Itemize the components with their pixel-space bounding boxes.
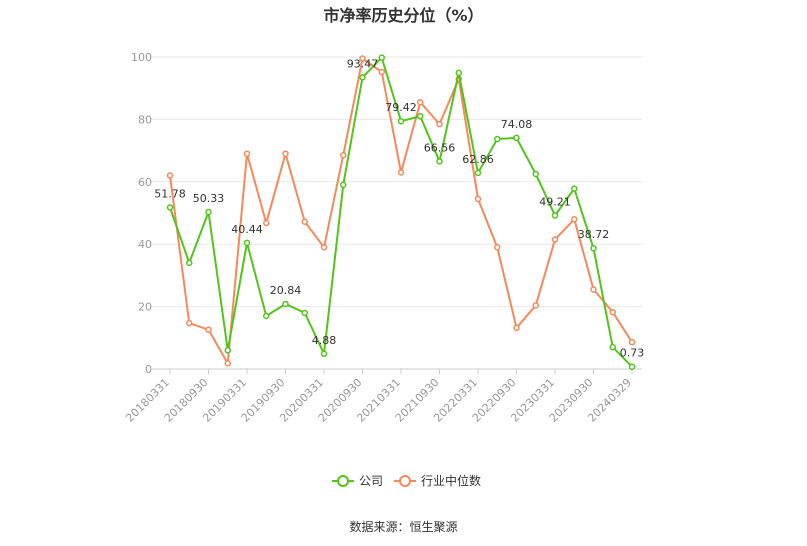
data-point bbox=[590, 286, 597, 293]
y-tick-label: 100 bbox=[131, 51, 152, 64]
data-point bbox=[205, 208, 212, 216]
data-point bbox=[436, 158, 443, 165]
data-point bbox=[397, 117, 405, 125]
data-point bbox=[609, 343, 616, 351]
chart-title: 市净率历史分位（%） bbox=[323, 6, 484, 25]
data-point bbox=[224, 360, 231, 367]
data-point bbox=[532, 170, 539, 178]
data-point bbox=[359, 55, 366, 62]
data-point bbox=[628, 363, 636, 370]
data-point bbox=[590, 244, 597, 252]
data-label: 74.08 bbox=[501, 118, 533, 131]
data-point bbox=[571, 185, 578, 192]
data-point bbox=[301, 218, 308, 225]
data-label: 51.78 bbox=[154, 187, 186, 200]
data-point bbox=[320, 350, 328, 358]
data-point bbox=[513, 324, 520, 332]
data-point bbox=[243, 239, 251, 247]
data-point bbox=[455, 69, 462, 77]
legend: 公司 行业中位数 bbox=[332, 473, 481, 488]
y-tick-label: 40 bbox=[138, 238, 152, 251]
data-point bbox=[263, 219, 270, 227]
data-point bbox=[417, 113, 424, 120]
data-point bbox=[551, 236, 559, 243]
data-label: 62.86 bbox=[462, 153, 494, 166]
data-point bbox=[320, 244, 328, 251]
data-point bbox=[301, 309, 308, 317]
data-labels: 51.78 50.33 40.44 20.84 4.88 93.47 79.42 66.56 6… bbox=[154, 57, 644, 359]
data-point bbox=[166, 204, 174, 211]
y-tick-label: 20 bbox=[138, 301, 152, 314]
data-label: 20.84 bbox=[270, 284, 302, 297]
data-point bbox=[186, 319, 193, 327]
data-point bbox=[551, 212, 559, 219]
data-point bbox=[359, 74, 366, 81]
data-label: 79.42 bbox=[385, 101, 417, 114]
data-point bbox=[532, 302, 539, 309]
legend-marker-icon bbox=[337, 475, 349, 487]
data-point bbox=[243, 150, 251, 157]
data-label: 93.47 bbox=[347, 57, 379, 70]
data-point bbox=[494, 135, 501, 143]
series-lines bbox=[166, 54, 636, 370]
data-label: 66.56 bbox=[424, 141, 456, 154]
data-point bbox=[282, 150, 289, 157]
data-label: 40.44 bbox=[231, 223, 263, 236]
data-point bbox=[571, 215, 578, 223]
data-label: 4.88 bbox=[312, 334, 337, 347]
data-point bbox=[340, 181, 347, 189]
legend-marker-icon bbox=[399, 475, 411, 487]
data-point bbox=[205, 326, 212, 333]
legend-label: 公司 bbox=[359, 474, 383, 488]
data-point bbox=[474, 169, 482, 177]
data-point bbox=[263, 312, 270, 320]
data-point bbox=[628, 338, 636, 346]
data-point bbox=[436, 120, 443, 128]
grid-lines bbox=[150, 56, 642, 308]
data-point bbox=[417, 98, 424, 106]
data-point bbox=[378, 54, 385, 61]
data-point bbox=[224, 347, 231, 354]
data-point bbox=[340, 152, 347, 159]
data-point bbox=[494, 244, 501, 251]
data-point bbox=[513, 134, 520, 142]
source-text: 数据来源：恒生聚源 bbox=[349, 520, 458, 534]
data-label: 0.73 bbox=[620, 347, 645, 360]
legend-label: 行业中位数 bbox=[421, 473, 481, 488]
data-point bbox=[166, 172, 174, 179]
y-tick-label: 60 bbox=[138, 176, 152, 189]
axes: 0204060801002018033120180930201903312019… bbox=[123, 51, 642, 425]
y-tick-label: 0 bbox=[145, 363, 152, 376]
data-point bbox=[397, 169, 405, 176]
data-label: 49.21 bbox=[539, 195, 571, 208]
data-label: 38.72 bbox=[578, 228, 610, 241]
data-point bbox=[282, 300, 289, 308]
y-tick-label: 80 bbox=[138, 113, 152, 126]
data-point bbox=[186, 259, 193, 267]
data-point bbox=[609, 308, 616, 316]
data-label: 50.33 bbox=[193, 192, 225, 205]
data-point bbox=[378, 68, 385, 76]
data-point bbox=[474, 195, 482, 203]
